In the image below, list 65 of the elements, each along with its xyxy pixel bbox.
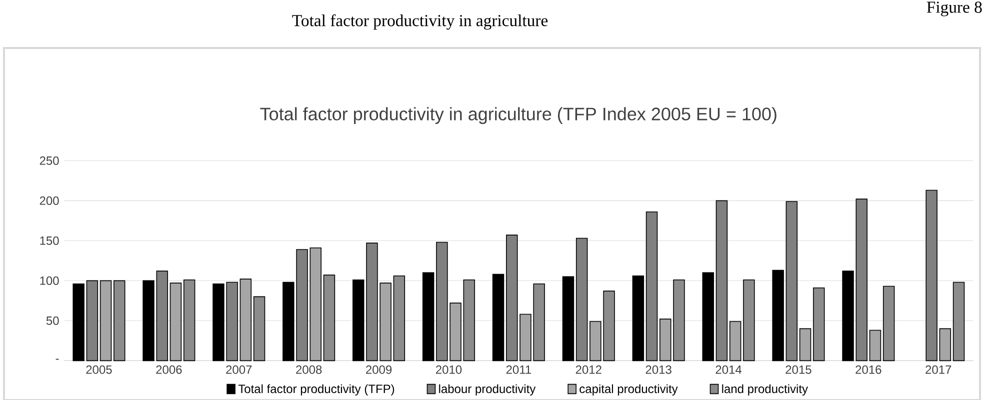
bar [786,201,798,362]
bar [926,190,938,362]
x-tick-label: 2015 [786,365,812,374]
bar [632,275,644,362]
bar [506,234,518,362]
x-tick-label: 2010 [436,365,462,374]
x-tick-label: 2017 [926,365,952,374]
bar [352,279,364,362]
bar [729,321,742,362]
x-tick-label: 2008 [296,365,322,374]
bar [882,286,895,362]
legend-label: capital productivity [580,384,678,396]
bar [86,280,98,362]
bar [240,278,252,362]
bar [743,279,755,362]
bar [869,330,882,362]
bar [702,272,714,362]
y-tick-label: - [56,358,59,360]
bar [772,270,784,362]
bar [799,328,812,362]
bar [952,282,965,362]
x-tick-label: 2007 [226,365,252,374]
bar [156,270,168,362]
y-tick-label: 50 [46,316,59,325]
bar [660,318,672,362]
x-tick-label: 2005 [86,365,112,374]
bar [114,280,126,362]
x-tick-label: 2006 [156,365,182,374]
bar [463,279,475,362]
y-tick-label: 150 [40,236,59,245]
chart-title: Total factor productivity in agriculture [292,14,548,30]
x-tick-label: 2011 [506,365,531,374]
bar [673,279,685,362]
y-tick-label: 200 [40,196,59,205]
bar [253,296,266,362]
chart-subtitle: Total factor productivity in agriculture (TFP Index 2005 EU = 100) [260,107,776,124]
bar [813,287,825,362]
y-tick-label: 100 [40,276,59,285]
bar [716,200,728,362]
bar [170,282,182,362]
bar [422,272,434,362]
x-tick-label: 2016 [856,365,882,374]
bar [939,328,952,362]
caption: Figure 8 [926,2,982,16]
bar [393,275,406,362]
legend-label: labour productivity [439,384,536,396]
y-tick-label: 250 [40,156,59,165]
bar [646,211,658,362]
bar [576,238,588,362]
bar [856,198,868,362]
bar [72,283,84,362]
bar [100,280,112,362]
bar [323,274,336,362]
bar [142,280,154,362]
legend-label: Total factor productivity (TFP) [238,384,394,396]
x-tick-label: 2012 [576,365,602,374]
bar [183,279,196,362]
bar [492,274,504,362]
x-tick-label: 2013 [646,365,672,374]
bar [842,270,854,362]
x-tick-label: 2014 [716,365,742,374]
bar [562,276,574,362]
bar [310,247,322,362]
x-tick-label: 2009 [366,365,392,374]
legend-label: land productivity [722,384,808,396]
